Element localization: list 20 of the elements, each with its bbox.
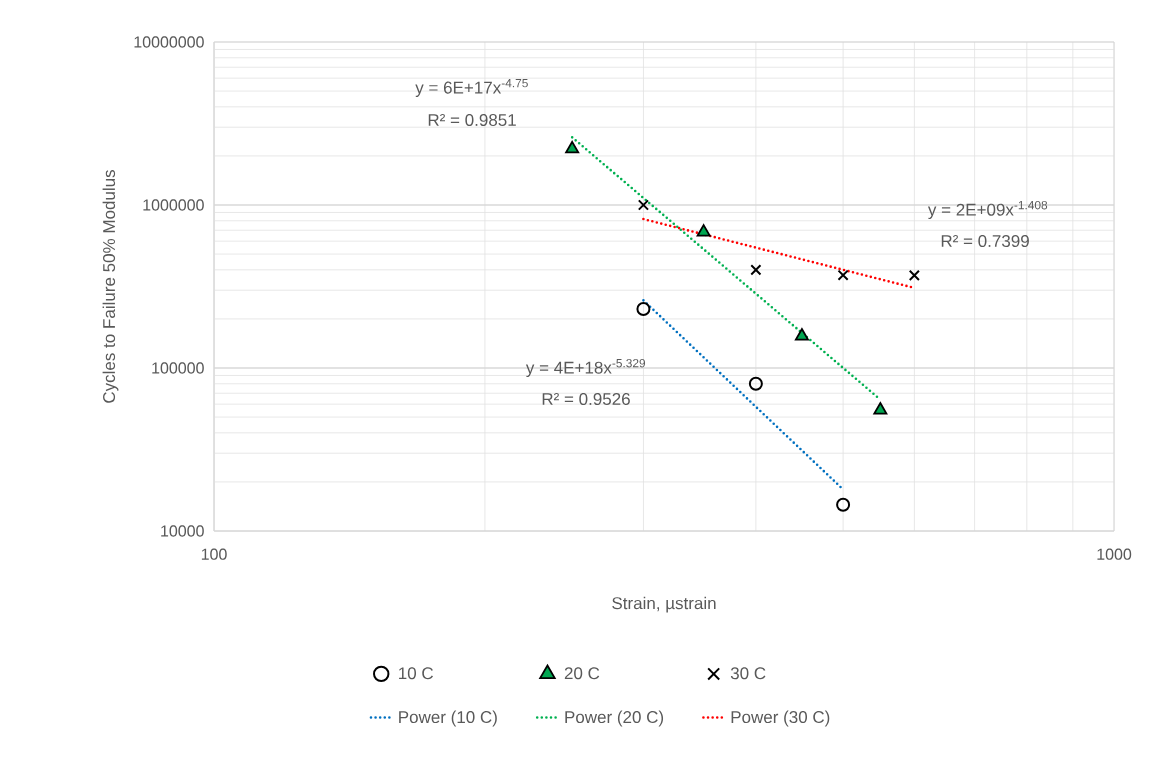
legend-label: 30 C: [730, 667, 766, 680]
x-tick-label: 100: [201, 548, 227, 560]
legend-label: Power (20 C): [565, 710, 664, 727]
x-axis-title: Strain, µstrain: [612, 596, 716, 613]
annotation: R² = 0.9851: [428, 113, 516, 127]
annotation: y = 4E+18x$^{-5.329}$: [525, 358, 646, 378]
y-tick-label: 10000000: [134, 36, 204, 48]
annotation: R² = 0.9526: [542, 392, 630, 406]
annotation: y = 6E+17x$^{-4.75}$: [415, 79, 528, 97]
legend-label: Power (30 C): [731, 710, 830, 727]
legend-label: 10 C: [399, 667, 434, 680]
annotation: R² = 0.7399: [941, 235, 1029, 248]
legend-label: Power (10 C): [399, 710, 497, 727]
y-tick-label: 100000: [152, 362, 204, 374]
legend-label: 20 C: [564, 667, 600, 680]
y-tick-label: 10000: [161, 525, 204, 537]
x-tick-label: 1000: [1097, 548, 1132, 560]
y-tick-label: 1000000: [143, 199, 204, 211]
annotation: y = 2E+09x$^{-1.408}$: [927, 200, 1048, 220]
y-axis-title: Cycles to Failure 50% Modulus: [102, 169, 119, 403]
